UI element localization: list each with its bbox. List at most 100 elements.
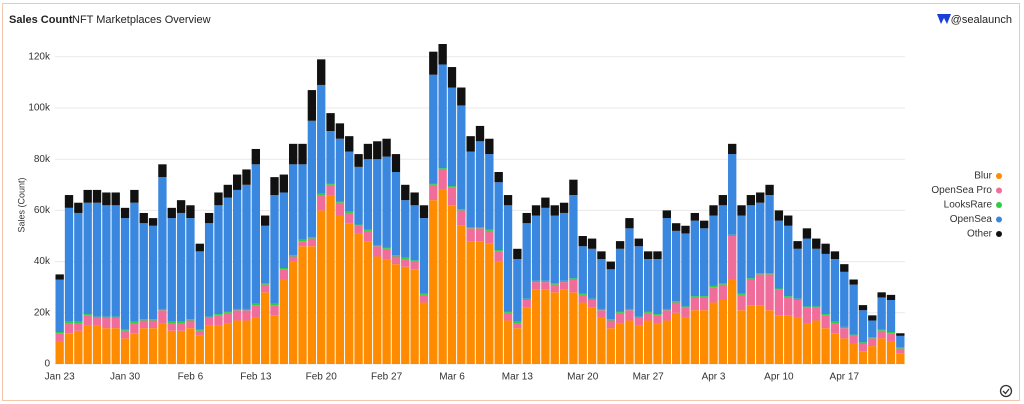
legend-label: LooksRare: [944, 200, 993, 211]
bar-segment: [139, 328, 148, 364]
bar-segment: [765, 310, 774, 364]
bar-segment: [373, 141, 382, 160]
bar-segment: [858, 310, 868, 343]
bar-segment: [531, 282, 541, 290]
bar-segment: [634, 246, 643, 317]
bar-segment: [728, 234, 737, 236]
bar-segment: [774, 288, 784, 290]
bar-segment: [690, 220, 700, 297]
bar-segment: [550, 284, 559, 293]
bar-segment: [111, 328, 120, 364]
bar-segment: [802, 306, 812, 308]
bar-segment: [681, 317, 690, 364]
bar-segment: [158, 310, 167, 324]
bar-segment: [204, 316, 214, 318]
bar-segment: [531, 205, 541, 216]
bar-segment: [765, 184, 774, 196]
bar-segment: [466, 136, 475, 152]
bar-segment: [335, 201, 345, 203]
bar-segment: [158, 308, 167, 311]
bar-segment: [83, 202, 92, 315]
bar-segment: [522, 223, 531, 299]
bar-segment: [242, 308, 251, 311]
bar-segment: [559, 282, 569, 290]
bar-segment: [307, 246, 317, 364]
bar-segment: [401, 266, 410, 364]
bar-segment: [363, 229, 373, 231]
bar-segment: [139, 320, 148, 329]
bar-segment: [139, 223, 148, 320]
bar-segment: [746, 278, 756, 280]
brand: @sealaunch: [951, 14, 1012, 26]
bar-segment: [858, 342, 868, 344]
bar-segment: [317, 195, 326, 211]
bar-segment: [120, 329, 130, 331]
bar-segment: [270, 195, 279, 304]
bar-segment: [382, 259, 391, 364]
bar-segment: [728, 279, 737, 364]
bar-segment: [204, 317, 214, 326]
bar-segment: [242, 310, 251, 321]
bar-segment: [102, 192, 111, 206]
bar-segment: [858, 343, 868, 352]
bar-segment: [391, 154, 401, 172]
bar-segment: [158, 164, 167, 178]
bar-segment: [868, 320, 877, 338]
bar-segment: [204, 212, 214, 224]
bar-segment: [326, 113, 335, 132]
bar-segment: [186, 218, 195, 320]
bar-segment: [868, 346, 877, 364]
bar-segment: [896, 335, 905, 348]
bar-segment: [363, 241, 373, 364]
bar-segment: [83, 325, 92, 364]
bar-segment: [214, 205, 223, 315]
bar-segment: [737, 205, 746, 216]
bar-segment: [354, 225, 363, 234]
bar-segment: [279, 174, 289, 193]
bar-segment: [559, 202, 569, 213]
bar-segment: [587, 248, 597, 299]
bar-segment: [111, 317, 120, 329]
bar-segment: [186, 320, 195, 329]
bar-segment: [447, 67, 457, 88]
bar-segment: [662, 310, 671, 321]
bar-segment: [74, 323, 83, 331]
y-axis-label: Sales (Count): [16, 177, 26, 232]
bar-segment: [429, 184, 438, 201]
check-icon[interactable]: [999, 384, 1013, 398]
y-tick-label: 0: [44, 359, 50, 370]
bar-segment: [92, 325, 102, 364]
bar-segment: [102, 316, 111, 318]
bar-segment: [513, 248, 522, 260]
bar-segment: [830, 321, 840, 324]
chart-title: Sales Count: [9, 14, 73, 26]
bar-segment: [242, 320, 251, 364]
bar-segment: [643, 251, 653, 260]
bar-segment: [429, 183, 438, 185]
bar-segment: [849, 335, 858, 344]
bar-segment: [363, 159, 373, 230]
bar-segment: [279, 269, 289, 280]
bar-segment: [466, 151, 475, 228]
bar-segment: [756, 273, 765, 275]
bar-segment: [821, 314, 830, 316]
bar-segment: [485, 243, 494, 364]
bar-segment: [186, 328, 195, 364]
bar-segment: [662, 210, 671, 219]
bar-segment: [681, 233, 690, 307]
bar-segment: [260, 292, 270, 364]
bar-segment: [559, 212, 569, 281]
bar-segment: [232, 174, 242, 190]
bar-segment: [615, 248, 625, 312]
x-tick-label: Apr 3: [702, 372, 726, 383]
bar-segment: [671, 230, 681, 302]
bar-segment: [597, 251, 606, 260]
bar-segment: [167, 321, 176, 324]
bar-segment: [877, 338, 886, 364]
bar-segment: [279, 268, 289, 270]
bar-segment: [148, 328, 158, 364]
bar-segment: [746, 205, 756, 279]
bar-segment: [541, 207, 550, 281]
bar-segment: [690, 310, 700, 364]
bar-segment: [401, 259, 410, 267]
